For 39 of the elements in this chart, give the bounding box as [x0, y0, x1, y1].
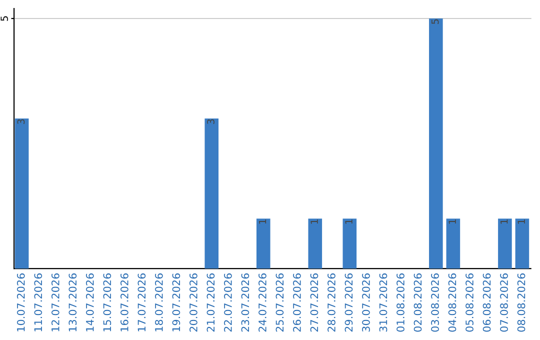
x-tick-label: 28.07.2026 [328, 273, 336, 332]
data-label: 1 [345, 219, 352, 224]
x-tick-label: 03.08.2026 [431, 273, 439, 332]
data-label: 5 [432, 19, 439, 24]
x-tick-label: 31.07.2026 [379, 273, 388, 332]
x-tick-label: 29.07.2026 [344, 273, 353, 332]
data-label: 1 [310, 219, 318, 224]
x-tick-label: 02.08.2026 [414, 273, 422, 332]
data-label: 3 [17, 119, 25, 124]
data-label: 1 [448, 219, 456, 224]
x-tick-label: 11.07.2026 [34, 273, 42, 332]
x-tick-label: 14.07.2026 [86, 273, 94, 332]
x-tick-label: 06.08.2026 [482, 273, 491, 332]
x-tick-label: 22.07.2026 [224, 273, 232, 332]
x-tick-label: 16.07.2026 [120, 273, 128, 332]
data-label: 1 [258, 219, 266, 224]
data-label: 1 [500, 219, 508, 224]
x-tick-label: 01.08.2026 [396, 273, 404, 332]
x-tick-label: 25.07.2026 [276, 273, 284, 332]
x-tick-label: 27.07.2026 [310, 273, 318, 332]
x-tick-label: 26.07.2026 [293, 273, 301, 332]
x-tick-label: 10.07.2026 [16, 273, 25, 332]
x-tick-label: 15.07.2026 [103, 273, 112, 332]
x-tick-label: 23.07.2026 [241, 273, 250, 332]
x-tick-label: 07.08.2026 [500, 273, 508, 332]
x-tick-label: 05.08.2026 [466, 273, 474, 332]
x-tick-label: 04.08.2026 [448, 273, 456, 332]
x-tick-label: 17.07.2026 [138, 273, 146, 332]
x-tick-label: 19.07.2026 [172, 273, 180, 332]
x-tick-label: 20.07.2026 [189, 273, 198, 332]
data-label: 3 [207, 119, 214, 124]
x-tick-label: 12.07.2026 [51, 273, 60, 332]
x-tick-label: 24.07.2026 [258, 273, 266, 332]
data-label: 1 [518, 219, 525, 224]
x-tick-label: 08.08.2026 [517, 273, 526, 332]
x-tick-label: 21.07.2026 [206, 273, 215, 332]
x-tick-label: 18.07.2026 [154, 273, 163, 332]
x-tick-label: 13.07.2026 [68, 273, 77, 332]
x-tick-label: 30.07.2026 [362, 273, 370, 332]
